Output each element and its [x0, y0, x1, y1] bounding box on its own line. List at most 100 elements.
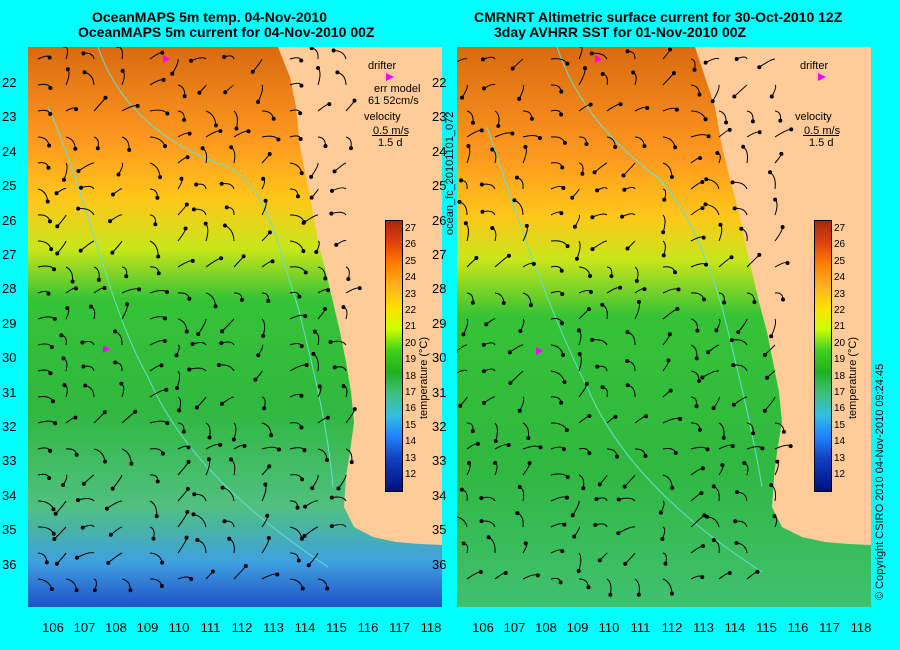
current-arrow-head [697, 378, 702, 383]
current-arrow-head [240, 297, 245, 302]
current-arrow-head [529, 116, 534, 121]
current-arrow-head [82, 70, 87, 75]
left-colorbar-label-24: 24 [405, 272, 417, 284]
current-arrow-head [179, 176, 184, 181]
current-arrow-head [190, 258, 195, 263]
current-arrow-head [47, 475, 52, 480]
current-arrow-head [755, 569, 760, 574]
current-arrow-head [262, 406, 267, 411]
current-arrow-head [116, 172, 121, 177]
current-arrow-head [562, 140, 567, 145]
current-arrow-head [316, 65, 321, 70]
left-colorbar-label-22: 22 [405, 305, 417, 316]
current-arrow-head [52, 537, 57, 542]
current-arrow-head [309, 47, 314, 51]
current-arrow-head [65, 67, 70, 72]
left-y-tick-23: 23 [2, 109, 17, 125]
current-arrow-head [720, 463, 725, 468]
right-colorbar-label-23: 23 [834, 288, 846, 300]
current-arrow-head [537, 135, 542, 140]
current-arrow-head [730, 180, 735, 185]
current-arrow-head [733, 519, 738, 524]
right-colorbar-label-16: 16 [834, 403, 846, 415]
current-arrow-head [96, 277, 101, 282]
current-arrow-head [159, 584, 164, 589]
right-map-panel: drifter velocity 0.5 m/s 1.5 d 27 26 25 24 2… [457, 47, 871, 607]
current-arrow-head [701, 235, 706, 240]
left-legend-err-model: err model [374, 83, 421, 95]
current-arrow-head [88, 304, 93, 309]
current-arrow-head [189, 58, 194, 63]
current-arrow-head [113, 360, 118, 365]
left-title-line1: OceanMAPS 5m temp. 04-Nov-2010 [92, 9, 327, 25]
current-arrow [733, 396, 748, 406]
right-x-tick-111: 111 [630, 620, 651, 635]
current-arrow-head [219, 341, 224, 346]
current-arrow-head [325, 458, 330, 463]
current-arrow [623, 162, 636, 176]
current-arrow-head [577, 352, 582, 357]
current-arrow-head [695, 328, 700, 333]
current-arrow-head [234, 126, 239, 131]
current-arrow-head [600, 302, 605, 307]
current-arrow-head [200, 146, 205, 151]
left-y-tick-22: 22 [2, 75, 17, 90]
right-x-tick-107: 107 [503, 620, 526, 635]
current-arrow-head [135, 103, 140, 108]
current-arrow-head [670, 485, 675, 490]
current-arrow-head [769, 94, 774, 99]
current-arrow [310, 162, 319, 178]
current-arrow [171, 58, 179, 74]
left-drifter-marker-1 [163, 55, 170, 63]
right-colorbar-label-24: 24 [834, 272, 846, 284]
current-arrow [774, 227, 784, 242]
right-y-tick-23: 23 [432, 109, 447, 125]
current-arrow-head [103, 459, 108, 464]
current-arrow-head [613, 144, 618, 149]
current-arrow-head [357, 286, 362, 291]
current-arrow [624, 552, 636, 565]
current-arrow-head [615, 454, 620, 459]
current-arrow-head [331, 48, 336, 53]
right-x-tick-108: 108 [535, 620, 557, 635]
right-y-tick-34: 34 [432, 487, 447, 503]
current-arrow-head [694, 356, 699, 361]
current-arrow-head [481, 342, 486, 347]
current-arrow [618, 526, 636, 534]
current-arrow-head [727, 571, 732, 576]
current-arrow-head [703, 117, 708, 122]
current-arrow-head [329, 495, 334, 500]
current-arrow-head [588, 102, 593, 107]
current-arrow-head [113, 329, 118, 334]
current-arrow-head [329, 188, 334, 193]
left-colorbar-label-20: 20 [405, 337, 417, 349]
current-arrow-head [267, 464, 272, 469]
current-arrow-head [267, 151, 272, 156]
current-arrow-head [590, 215, 595, 220]
current-arrow-head [460, 95, 465, 100]
current-arrow-head [570, 513, 575, 518]
current-arrow-head [325, 586, 330, 591]
current-arrow-head [508, 380, 513, 385]
current-arrow-head [153, 222, 158, 227]
current-arrow-head [323, 144, 328, 149]
current-arrow [578, 552, 582, 572]
current-arrow-head [213, 123, 218, 128]
current-arrow-head [269, 433, 274, 438]
current-arrow-head [587, 414, 592, 419]
current-arrow-head [762, 408, 767, 413]
current-arrow-head [276, 447, 281, 452]
current-arrow-head [734, 540, 739, 545]
current-arrow-head [80, 525, 85, 530]
current-arrow [718, 110, 727, 123]
current-arrow-head [515, 511, 520, 516]
current-arrow-head [703, 60, 708, 65]
current-arrow-head [479, 519, 484, 524]
current-arrow-head [309, 174, 314, 179]
current-arrow-head [623, 561, 628, 566]
right-legend-scale-2: 1.5 d [809, 137, 834, 149]
current-arrow-head [517, 96, 522, 101]
current-arrow-head [47, 219, 52, 224]
left-colorbar-label-23: 23 [405, 288, 417, 300]
current-arrow-head [765, 375, 770, 380]
